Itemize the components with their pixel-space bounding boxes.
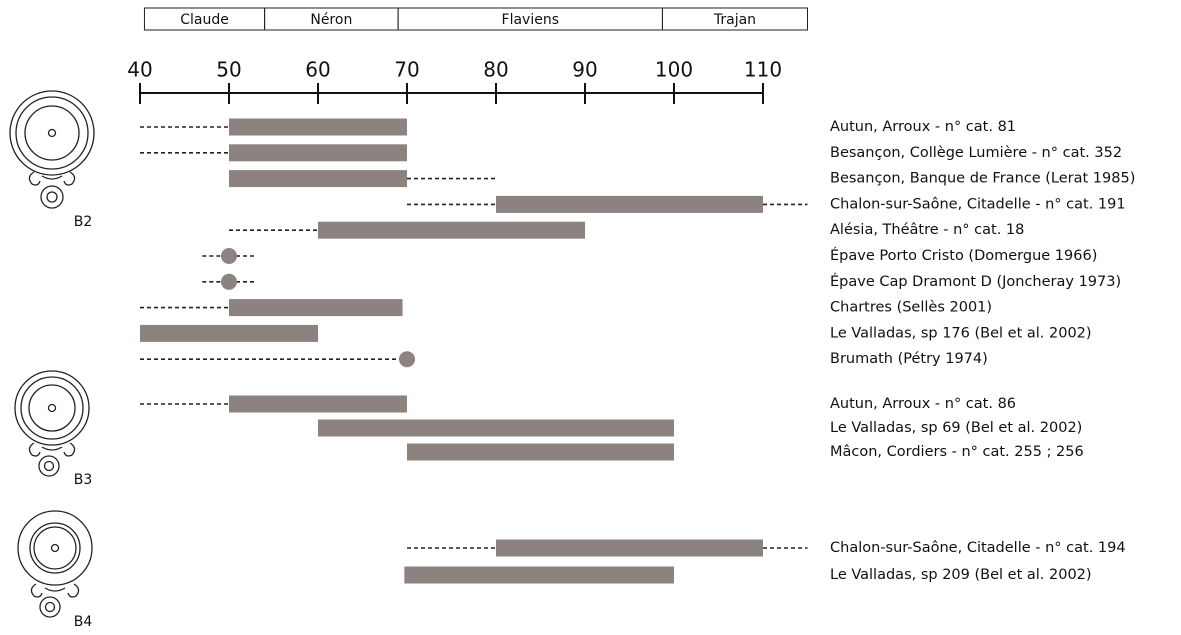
date-point [399,351,415,368]
date-bar [318,419,674,437]
date-bar [229,170,407,188]
period-box [661,7,808,31]
group-label: B2 [74,214,93,230]
group-label: B3 [74,472,93,488]
date-bar [140,324,318,342]
x-tick-label: 50 [216,58,241,82]
x-tick-label: 70 [394,58,419,82]
date-bar [404,566,674,584]
period-label: Claude [180,12,229,28]
x-tick-label: 110 [744,58,782,82]
date-bar [496,539,763,557]
date-point [221,273,237,290]
row-label: Autun, Arroux - n° cat. 81 [830,119,1016,135]
date-bar [229,118,407,136]
date-point [221,248,237,264]
x-tick-label: 80 [483,58,508,82]
row-label: Autun, Arroux - n° cat. 86 [830,396,1016,412]
row-label: Épave Cap Dramont D (Joncheray 1973) [830,273,1121,290]
lamp-icon [17,510,93,618]
row-label: Alésia, Théâtre - n° cat. 18 [830,222,1024,238]
x-tick-label: 60 [305,58,330,82]
period-label: Trajan [713,12,756,28]
x-tick-label: 100 [655,58,693,82]
date-bar [229,144,407,162]
row-label: Le Valladas, sp 69 (Bel et al. 2002) [830,420,1082,436]
lamp-icon [9,90,95,209]
date-bar [318,221,585,239]
row-label: Mâcon, Cordiers - n° cat. 255 ; 256 [830,444,1084,460]
row-label: Le Valladas, sp 209 (Bel et al. 2002) [830,567,1092,583]
row-label: Le Valladas, sp 176 (Bel et al. 2002) [830,325,1092,341]
lamp-icon [14,370,90,477]
row-label: Besançon, Banque de France (Lerat 1985) [830,171,1135,187]
date-bar [229,299,403,317]
x-tick-label: 40 [127,58,152,82]
row-label: Chalon-sur-Saône, Citadelle - n° cat. 19… [830,196,1126,212]
group-label: B4 [74,614,93,630]
row-label: Chartres (Sellès 2001) [830,300,992,316]
period-label: Flaviens [502,12,559,28]
x-tick-label: 90 [572,58,597,82]
row-label: Brumath (Pétry 1974) [830,351,988,367]
row-label: Épave Porto Cristo (Domergue 1966) [830,247,1097,264]
date-bar [229,395,407,413]
date-bar [496,195,763,213]
row-label: Besançon, Collège Lumière - n° cat. 352 [830,145,1122,161]
row-label: Chalon-sur-Saône, Citadelle - n° cat. 19… [830,540,1126,556]
period-label: Néron [310,12,352,28]
date-bar [407,443,674,461]
